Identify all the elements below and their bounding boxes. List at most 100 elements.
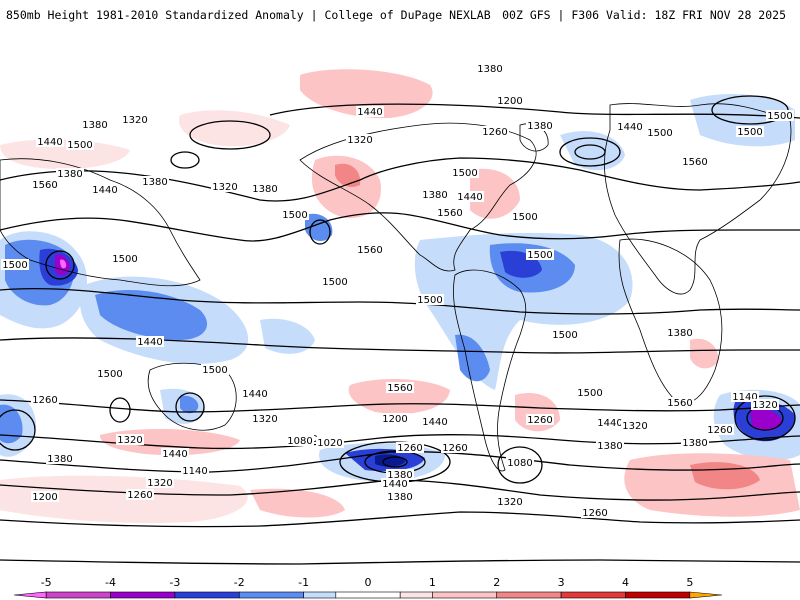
height-contour: [109, 397, 131, 423]
colorbar-tick-label: 1: [429, 576, 436, 589]
contour-label-bg: [161, 448, 189, 459]
colorbar-tick-label: -5: [41, 576, 52, 589]
contour-label: 1500: [737, 127, 762, 138]
contour-label-bg: [66, 139, 94, 150]
contour-label-bg: [146, 477, 174, 488]
colorbar-tick-label: 2: [493, 576, 500, 589]
contour-label: 1080: [507, 458, 532, 469]
colorbar-bin: [174, 591, 240, 599]
contour-label-bg: [126, 489, 154, 500]
anomaly-shade: [0, 139, 130, 170]
colorbar-bin: [110, 591, 176, 599]
contour-label: 1380: [57, 169, 82, 180]
contour-label: 1500: [527, 250, 552, 261]
contour-label: 1380: [142, 177, 167, 188]
contour-label-bg: [356, 106, 384, 117]
contour-label-bg: [731, 391, 759, 402]
contour-label-bg: [286, 435, 314, 446]
coastline: [618, 238, 723, 404]
contour-label-bg: [766, 110, 794, 121]
contour-label: 1500: [322, 277, 347, 288]
anomaly-shade: [0, 404, 23, 444]
contour-label: 1260: [527, 415, 552, 426]
contour-label: 1500: [577, 388, 602, 399]
colorbar-bin: [335, 591, 401, 599]
contour-label: 1500: [512, 212, 537, 223]
map-header: 850mb Height 1981-2010 Standardized Anom…: [0, 0, 800, 34]
height-contour: [189, 120, 271, 150]
contour-label-bg: [31, 394, 59, 405]
anomaly-shade: [690, 94, 795, 147]
colorbar-bin: [303, 591, 337, 599]
contour-label-bg: [386, 469, 414, 480]
contour-label: 1260: [582, 508, 607, 519]
contour-label-bg: [251, 413, 279, 424]
colorbar-bins: [13, 591, 723, 599]
contour-label: 1320: [122, 115, 147, 126]
contour-label-bg: [381, 478, 409, 489]
contour-label: 1380: [477, 64, 502, 75]
contour-label: 1380: [252, 184, 277, 195]
anomaly-shade: [250, 488, 345, 518]
contour-label-bg: [346, 134, 374, 145]
contour-label-bg: [496, 496, 524, 507]
contour-label-bg: [31, 179, 59, 190]
contour-label: 1140: [182, 466, 207, 477]
contour-label-bg: [646, 127, 674, 138]
contour-label-bg: [416, 294, 444, 305]
contour-label-bg: [706, 424, 734, 435]
colorbar-tick-label: -1: [298, 576, 309, 589]
anomaly-shade: [180, 395, 199, 414]
contour-label: 1500: [767, 111, 792, 122]
contour-label-bg: [526, 414, 554, 425]
contour-label-bg: [666, 327, 694, 338]
colorbar-bin: [45, 591, 111, 599]
contour-label-bg: [581, 507, 609, 518]
anomaly-shade: [0, 475, 248, 524]
contour-label-bg: [121, 114, 149, 125]
contour-label-bg: [201, 364, 229, 375]
contour-label: 1560: [387, 383, 412, 394]
anomaly-shade: [690, 338, 719, 369]
contour-label-bg: [321, 276, 349, 287]
colorbar-tick-label: 4: [622, 576, 629, 589]
contour-label-bg: [456, 191, 484, 202]
contour-label: 1320: [622, 421, 647, 432]
colorbar-tick-label: 3: [558, 576, 565, 589]
contour-label-bg: [91, 184, 119, 195]
contour-label: 1200: [32, 492, 57, 503]
contour-label: 1380: [682, 438, 707, 449]
contour-label: 1320: [347, 135, 372, 146]
colorbar-bin: [399, 591, 433, 599]
contour-label: 1380: [387, 470, 412, 481]
contour-label: 1560: [32, 180, 57, 191]
colorbar-labels: -5 -4 -3 -2 -1 0 1 2 3 4 5: [41, 576, 694, 589]
colorbar-tick-label: -3: [169, 576, 180, 589]
height-contour: [0, 212, 800, 242]
height-contour: [0, 559, 800, 565]
contour-label: 1440: [457, 192, 482, 203]
contour-label-bg: [436, 207, 464, 218]
anomaly-colorbar: -5 -4 -3 -2 -1 0 1 2 3 4 5: [13, 576, 723, 599]
contour-label-bg: [81, 119, 109, 130]
colorbar-bin: [13, 591, 47, 599]
contour-label: 1560: [437, 208, 462, 219]
positive-anomaly-shading: [0, 69, 800, 524]
contour-label-bg: [496, 95, 524, 106]
contour-label-bg: [551, 329, 579, 340]
contour-label: 1260: [127, 490, 152, 501]
colorbar-bin: [689, 591, 723, 599]
contour-label: 1380: [597, 441, 622, 452]
model-run-info: 00Z GFS | F306 Valid: 18Z FRI NOV 28 202…: [502, 8, 786, 22]
contour-label-bg: [386, 491, 414, 502]
colorbar-bin: [496, 591, 562, 599]
coastline: [299, 122, 537, 272]
contour-label: 1440: [242, 389, 267, 400]
contour-label: 1200: [382, 414, 407, 425]
contour-label: 1500: [97, 369, 122, 380]
contour-label: 1500: [202, 365, 227, 376]
contour-label-bg: [181, 465, 209, 476]
contour-label: 1440: [597, 418, 622, 429]
height-contour: [497, 446, 543, 484]
contour-label-bg: [616, 121, 644, 132]
